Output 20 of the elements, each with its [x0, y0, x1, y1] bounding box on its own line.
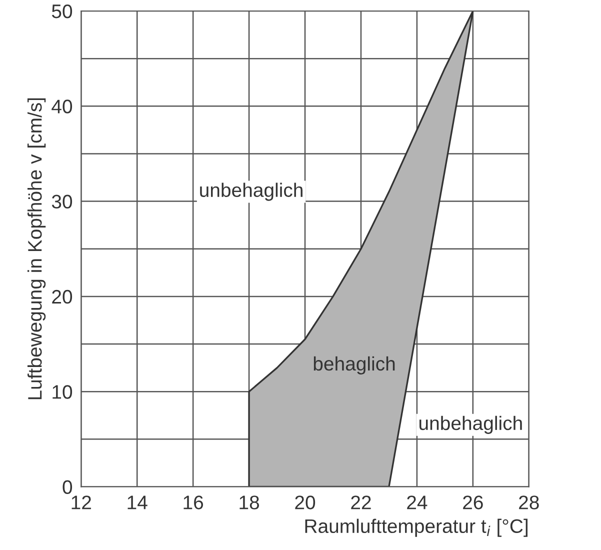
x-tick-label: 26 [463, 496, 483, 510]
y-tick-label: 50 [52, 4, 72, 18]
y-tick-label: 0 [62, 480, 72, 494]
x-tick-label: 12 [72, 496, 91, 510]
y-tick-label: 40 [52, 100, 72, 114]
x-tick-label: 16 [184, 496, 204, 510]
annotation: behaglich [314, 356, 395, 374]
x-tick-label: 22 [351, 496, 371, 510]
x-tick-label: 20 [295, 496, 316, 510]
annotation: unbehaglich [420, 416, 522, 434]
x-tick-label: 28 [519, 496, 539, 510]
y-tick-label: 30 [52, 194, 72, 209]
annotation: unbehaglich [200, 182, 302, 201]
y-tick-label: 20 [52, 290, 72, 304]
x-tick-label: 18 [240, 496, 260, 510]
y-axis-title: Luftbewegung in Kopfhöhe v [cm/s] [27, 98, 46, 400]
x-tick-label: 24 [407, 496, 428, 510]
x-tick-label: 14 [128, 496, 148, 510]
x-axis-title: Raumlufttemperatur t$_{i}$ [°C] [305, 518, 528, 537]
y-tick-label: 10 [52, 385, 72, 399]
